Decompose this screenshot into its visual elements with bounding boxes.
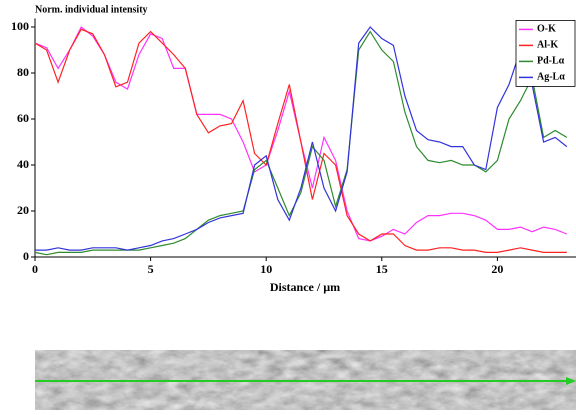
- x-tick-label: 20: [491, 262, 503, 276]
- x-tick-label: 15: [376, 262, 388, 276]
- scan-arrow: [566, 377, 576, 385]
- x-tick-label: 10: [260, 262, 272, 276]
- x-axis-label: Distance / µm: [270, 280, 340, 294]
- x-tick-label: 5: [148, 262, 154, 276]
- series-line: [34, 28, 567, 253]
- legend: O-K Al-K Pd-Lα Ag-Lα: [515, 19, 576, 87]
- y-tick-label: 100: [11, 19, 29, 33]
- plot-area: 0 20 40 60 80 100 0 5 10 15 20: [11, 18, 576, 276]
- series-line: [34, 30, 568, 256]
- series-line: [34, 26, 568, 242]
- y-tick-label: 40: [17, 157, 29, 171]
- y-tick-label: 80: [17, 65, 29, 79]
- legend-label: O-K: [537, 24, 556, 35]
- sem-image: [35, 350, 576, 410]
- legend-label: Ag-Lα: [537, 72, 565, 83]
- x-tick-label: 0: [32, 262, 38, 276]
- y-tick-label: 20: [17, 203, 29, 217]
- legend-box: [515, 19, 576, 87]
- chart-title: Norm. individual intensity: [35, 4, 148, 15]
- y-tick-label: 0: [23, 249, 29, 263]
- legend-label: Pd-Lα: [537, 56, 565, 67]
- y-tick-label: 60: [17, 111, 29, 125]
- legend-label: Al-K: [537, 40, 558, 51]
- series-line: [35, 26, 568, 251]
